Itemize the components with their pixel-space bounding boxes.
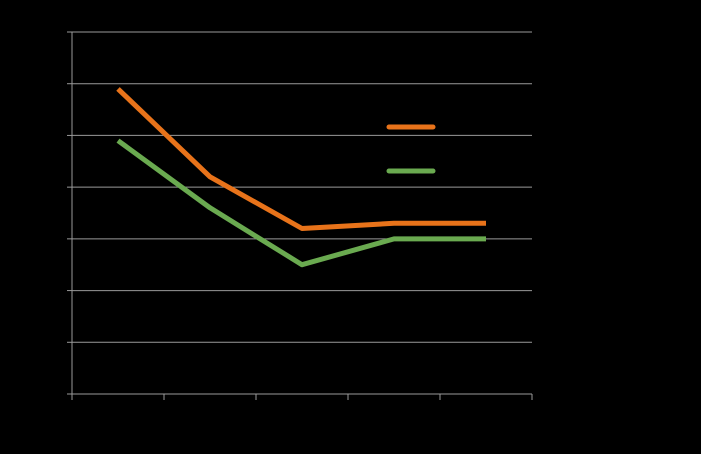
series-lines <box>116 87 487 268</box>
legend <box>386 124 436 174</box>
axes <box>67 31 533 400</box>
gridlines <box>72 31 532 343</box>
